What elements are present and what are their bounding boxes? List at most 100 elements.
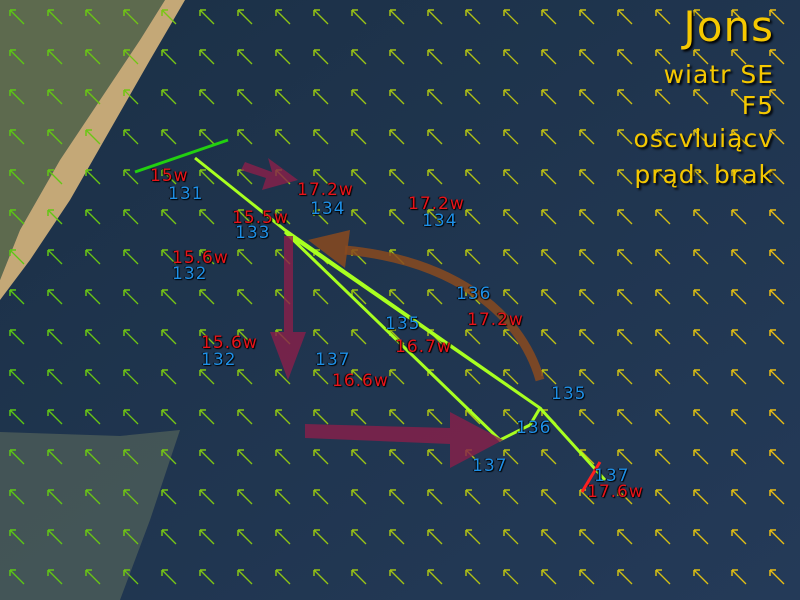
- speed-label: 17.6w: [587, 482, 644, 502]
- wind-arrow-icon: [579, 409, 595, 425]
- wind-arrow-icon: [161, 9, 177, 25]
- wind-arrow-icon: [237, 9, 253, 25]
- wind-arrow-icon: [275, 209, 291, 225]
- wind-arrow-icon: [731, 449, 747, 465]
- wind-arrow-icon: [161, 449, 177, 465]
- heading-label: 133: [235, 223, 271, 243]
- wind-arrow-icon: [9, 449, 25, 465]
- wind-arrow-icon: [47, 409, 63, 425]
- wind-arrow-icon: [351, 169, 367, 185]
- wind-arrow-icon: [503, 449, 519, 465]
- wind-arrow-icon: [579, 289, 595, 305]
- wind-arrow-icon: [427, 129, 443, 145]
- wind-arrow-icon: [731, 369, 747, 385]
- wind-arrow-icon: [769, 209, 785, 225]
- wind-arrow-icon: [313, 529, 329, 545]
- wind-arrow-icon: [617, 449, 633, 465]
- wind-arrow-icon: [275, 89, 291, 105]
- wind-arrow-icon: [465, 169, 481, 185]
- wind-shift-arrow: [344, 245, 545, 382]
- wind-arrow-icon: [655, 569, 671, 585]
- wind-arrow-icon: [9, 489, 25, 505]
- wind-arrow-icon: [237, 129, 253, 145]
- wind-arrow-icon: [769, 529, 785, 545]
- speed-label: 16.7w: [395, 337, 452, 357]
- wind-arrow-icon: [427, 9, 443, 25]
- wind-arrow-icon: [9, 369, 25, 385]
- wind-arrow-icon: [275, 449, 291, 465]
- wind-arrow-icon: [731, 89, 747, 105]
- wind-arrow-icon: [389, 489, 405, 505]
- wind-arrow-icon: [541, 209, 557, 225]
- wind-arrow-icon: [199, 329, 215, 345]
- wind-arrow-icon: [617, 249, 633, 265]
- wind-arrow-icon: [465, 329, 481, 345]
- wind-arrow-icon: [769, 129, 785, 145]
- wind-arrow-icon: [85, 129, 101, 145]
- wind-arrow-icon: [47, 529, 63, 545]
- wind-arrow-icon: [465, 249, 481, 265]
- wind-arrow-icon: [579, 89, 595, 105]
- wind-arrow-icon: [427, 409, 443, 425]
- wind-arrow-icon: [731, 409, 747, 425]
- wind-arrow-icon: [389, 409, 405, 425]
- wind-arrow-icon: [693, 209, 709, 225]
- wind-arrow-icon: [503, 209, 519, 225]
- wind-arrow-icon: [427, 209, 443, 225]
- wind-arrow-icon: [237, 289, 253, 305]
- wind-arrow-icon: [161, 489, 177, 505]
- wind-arrow-icon: [123, 169, 139, 185]
- wind-arrow-icon: [47, 329, 63, 345]
- speed-label: 15.6w: [172, 248, 229, 268]
- wind-arrow-icon: [313, 409, 329, 425]
- wind-arrow-icon: [161, 249, 177, 265]
- wind-arrow-icon: [693, 169, 709, 185]
- wind-arrow-icon: [123, 529, 139, 545]
- wind-arrow-icon: [427, 169, 443, 185]
- wind-arrow-icon: [579, 569, 595, 585]
- wind-arrow-icon: [123, 449, 139, 465]
- wind-arrow-icon: [655, 89, 671, 105]
- wind-arrow-icon: [199, 529, 215, 545]
- wind-arrow-icon: [579, 169, 595, 185]
- wind-arrow-icon: [579, 9, 595, 25]
- heading-label: 136: [516, 418, 552, 438]
- wind-force: F5: [741, 91, 774, 120]
- wind-arrow-icon: [503, 89, 519, 105]
- wind-arrow-icon: [275, 409, 291, 425]
- wind-arrow-icon: [465, 489, 481, 505]
- wind-arrow-icon: [199, 489, 215, 505]
- speed-label: 17.2w: [467, 310, 524, 330]
- heading-label: 135: [385, 314, 421, 334]
- wind-arrow-icon: [655, 449, 671, 465]
- wind-arrow-icon: [47, 369, 63, 385]
- wind-arrow-icon: [427, 249, 443, 265]
- wind-arrow-icon: [617, 369, 633, 385]
- wind-arrow-icon: [199, 129, 215, 145]
- wind-arrow-icon: [9, 289, 25, 305]
- wind-arrow-icon: [275, 49, 291, 65]
- wind-arrow-icon: [617, 9, 633, 25]
- boat-name: Jons: [683, 2, 774, 51]
- wind-arrow-icon: [313, 449, 329, 465]
- wind-arrow-icon: [427, 89, 443, 105]
- wind-arrow-icon: [123, 89, 139, 105]
- wind-arrow-icon: [9, 89, 25, 105]
- wind-arrow-icon: [161, 49, 177, 65]
- wind-arrow-icon: [351, 409, 367, 425]
- wind-arrow-icon: [237, 489, 253, 505]
- wind-arrow-icon: [655, 289, 671, 305]
- wind-arrow-icon: [503, 249, 519, 265]
- wind-arrow-icon: [389, 569, 405, 585]
- wind-arrow-icon: [275, 369, 291, 385]
- wind-arrow-icon: [655, 369, 671, 385]
- wind-arrow-icon: [693, 569, 709, 585]
- beach: [0, 0, 185, 300]
- wind-arrow-icon: [503, 529, 519, 545]
- wind-arrow-icon: [655, 209, 671, 225]
- wind-arrow-icon: [769, 249, 785, 265]
- wind-arrow-icon: [579, 369, 595, 385]
- speed-label: 17.2w: [297, 180, 354, 200]
- wind-arrow-icon: [427, 529, 443, 545]
- wind-arrow-icon: [161, 89, 177, 105]
